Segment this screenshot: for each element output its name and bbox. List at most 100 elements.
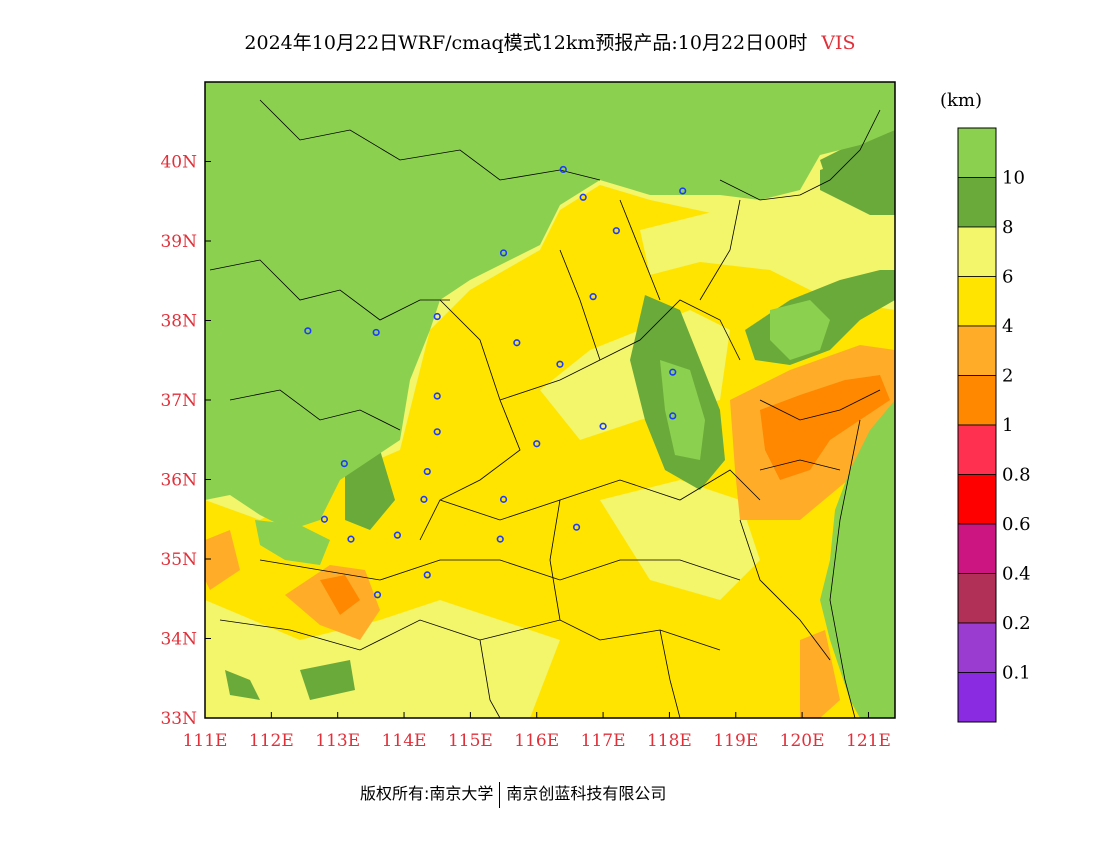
field-darkorange-2 [320, 575, 360, 615]
boundary-line [659, 629, 681, 718]
chart-title: 2024年10月22日WRF/cmaq模式12km预报产品:10月22日00时 V… [0, 28, 1100, 55]
x-tick-label: 118E [647, 731, 692, 751]
city-marker [433, 312, 441, 321]
city-marker [679, 187, 687, 195]
colorbar-label: 6 [1002, 267, 1013, 288]
boundary-line [479, 639, 501, 718]
boundary-line [499, 299, 741, 401]
city-marker [304, 327, 312, 335]
city-marker [347, 535, 355, 543]
y-tick-label: 35N [160, 550, 197, 570]
boundary-line [739, 519, 831, 661]
colorbar-label: 2 [1002, 366, 1013, 387]
city-marker [499, 495, 508, 503]
map-axes: 111E 112E 113E 114E 115E 116E 117E 118E 119E 120E… [160, 153, 890, 752]
footer-divider [499, 781, 501, 808]
boundary-line [259, 99, 601, 181]
colorbar-label: 4 [1002, 316, 1013, 337]
city-markers [304, 165, 687, 599]
city-marker [433, 392, 441, 400]
city-marker [320, 515, 329, 523]
y-tick-label: 40N [160, 153, 197, 173]
x-tick-label: 120E [780, 731, 825, 751]
boundary-line [759, 459, 841, 471]
city-marker [559, 165, 567, 174]
field-green-north [205, 82, 895, 530]
colorbar-swatch [957, 276, 997, 327]
copyright-footer: 版权所有:南京大学 南京创蓝科技有限公司 [360, 780, 666, 808]
x-tick-label: 116E [514, 731, 559, 751]
x-tick-label: 113E [315, 731, 360, 751]
x-tick-label: 115E [448, 731, 493, 751]
city-marker [499, 249, 508, 257]
x-tick-label: 112E [249, 731, 294, 751]
field-darkgreen-4 [345, 450, 395, 530]
boundary-line [759, 389, 881, 421]
city-marker [340, 460, 348, 468]
city-marker [589, 293, 597, 301]
coastline [719, 109, 881, 201]
city-marker [433, 428, 441, 436]
city-marker [496, 535, 504, 543]
colorbar-swatch [957, 424, 997, 475]
field-sea-bohai [820, 160, 895, 215]
y-tick-label: 33N [160, 709, 197, 729]
copyright-left: 版权所有:南京大学 [360, 784, 494, 803]
copyright-right: 南京创蓝科技有限公司 [506, 784, 667, 803]
city-marker [393, 531, 402, 539]
colorbar-label: 1 [1002, 415, 1013, 436]
colorbar-swatch [957, 375, 997, 426]
city-marker [423, 467, 431, 476]
boundary-line [229, 389, 401, 431]
city-marker [572, 523, 581, 531]
field-light-3 [205, 600, 560, 718]
colorbar-label: 0.1 [1002, 663, 1031, 684]
city-marker [556, 360, 564, 368]
x-tick-label: 117E [581, 731, 626, 751]
colorbar-swatch [957, 474, 997, 525]
boundary-lines [209, 99, 881, 718]
city-marker [420, 495, 428, 503]
field-orange-3 [800, 630, 840, 718]
boundary-line [559, 249, 601, 361]
colorbar-label: 10 [1002, 168, 1025, 189]
x-tick-label: 119E [713, 731, 758, 751]
city-marker [423, 571, 431, 579]
colorbar-swatch [957, 177, 997, 228]
colorbar-swatch [957, 226, 997, 277]
city-marker [372, 328, 380, 337]
city-marker [579, 193, 587, 201]
colorbar-label: 0.4 [1002, 564, 1031, 585]
y-tick-label: 37N [160, 391, 197, 411]
map-fields [205, 82, 895, 718]
city-marker [373, 591, 382, 599]
colorbar-swatch [957, 672, 997, 723]
field-light-4 [600, 480, 760, 600]
field-orange-2 [285, 565, 380, 640]
colorbar-label: 0.6 [1002, 514, 1031, 535]
boundary-line [259, 559, 741, 581]
variable-name: VIS [821, 32, 856, 54]
field-green-sw [255, 520, 330, 565]
city-marker [599, 422, 607, 430]
boundary-line [549, 499, 561, 621]
x-tick-label: 121E [846, 731, 891, 751]
x-tick-label: 111E [183, 731, 228, 751]
y-tick-label: 38N [160, 312, 197, 332]
field-light-1 [640, 200, 895, 310]
city-marker [669, 412, 677, 420]
field-darkgreen-6 [225, 670, 260, 700]
boundary-line [699, 199, 741, 301]
field-orange-4 [205, 530, 240, 590]
city-marker [669, 368, 677, 376]
colorbar-label: 8 [1002, 217, 1013, 238]
y-tick-label: 34N [160, 630, 197, 650]
field-green-center [660, 360, 705, 460]
field-green-east [770, 300, 830, 360]
city-marker [612, 227, 620, 235]
colorbar: 10 8 6 4 2 1 0.8 0.6 0.4 0.2 0.1 [957, 127, 1031, 723]
colorbar-swatch [957, 622, 997, 673]
colorbar-swatch [957, 325, 997, 376]
x-tick-label: 114E [382, 731, 427, 751]
